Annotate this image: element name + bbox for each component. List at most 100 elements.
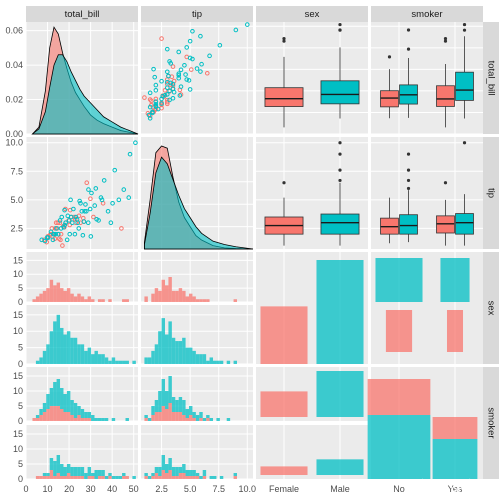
scatter-point-male (48, 229, 54, 235)
scatter-point-male (86, 187, 91, 192)
hist-bar-male (192, 350, 196, 364)
scatter-point-male (89, 190, 94, 196)
scatter-point-female (91, 214, 96, 220)
scatter-point-male (164, 80, 170, 85)
scatter-point-male (79, 208, 85, 214)
scatter-point-female (57, 220, 63, 226)
hist-bar-female (70, 415, 74, 421)
bar-yes-male (440, 258, 470, 302)
hist-bar-female (154, 288, 159, 302)
panel-scatter-total-bill-vs-tip (141, 22, 253, 135)
scatter-point-male (171, 89, 177, 95)
scatter-point-male (167, 97, 172, 103)
hist-bar-male (147, 476, 152, 479)
scatter-point-female (67, 222, 73, 228)
hist-bar-male (144, 473, 148, 476)
box-tb-smoker-outlier (443, 36, 448, 41)
hist-bar-female (46, 409, 50, 421)
hist-bar-male (111, 418, 116, 421)
hist-bar-male (189, 347, 193, 364)
panel-bar-sex-smoker (375, 252, 470, 364)
hist-bar-male (60, 388, 64, 409)
hist-bar-female (144, 476, 148, 479)
scatter-point-male (162, 92, 168, 98)
y-tick-count-sex-top-0: 15 (13, 255, 23, 265)
hist-bar-male (35, 415, 40, 418)
hist-bar-male (46, 473, 50, 476)
scatter-point-male (147, 90, 153, 96)
bar-no-female-share (367, 379, 431, 415)
scatter-point-male (187, 38, 193, 44)
hist-bar-female (53, 406, 57, 421)
strip-bg-tip (141, 6, 253, 22)
hist-bar-male (84, 412, 88, 418)
hist-bar-male (53, 461, 57, 476)
box-tip-sex-outlier (338, 168, 342, 172)
hist-bar-male (165, 334, 169, 364)
box-tb-smoker-outlier (443, 39, 448, 43)
scatter-point-male (65, 213, 71, 219)
hist-bar-female (101, 299, 105, 302)
scatter-point-male (133, 140, 138, 146)
hist-bar-male (42, 473, 47, 476)
hist-bar-male (122, 360, 126, 364)
hist-bar-female (189, 293, 193, 302)
panel-box-tip-sex (256, 137, 368, 249)
panel-bar-smoker-smoker (367, 367, 478, 479)
hist-bar-male (111, 476, 116, 479)
bar-yes-female (446, 310, 464, 352)
scatter-point-male (116, 197, 122, 203)
scatter-point-female (119, 226, 124, 231)
hist-bar-female (182, 290, 186, 302)
hist-bar-female (32, 418, 36, 421)
hist-bar-female (185, 418, 189, 421)
box-tb-smoker-outlier (406, 28, 411, 32)
hist-bar-male (122, 473, 126, 476)
hist-bar-female (125, 476, 129, 479)
hist-bar-female (70, 476, 74, 479)
scatter-point-male (94, 216, 99, 222)
hist-bar-female (202, 476, 207, 479)
hist-bar-male (226, 360, 231, 364)
hist-bar-female (165, 409, 169, 421)
y-tick-tip-1: 7.5 (10, 166, 23, 176)
scatter-point-male (44, 235, 50, 240)
hist-bar-female (233, 476, 237, 479)
hist-bar-male (63, 467, 67, 476)
hist-bar-female (35, 418, 40, 421)
hist-bar-female (49, 406, 54, 421)
box-tip-smoker-box-yes-male (455, 213, 474, 235)
panel-scatter-tip-vs-total-bill (25, 137, 138, 249)
hist-bar-male (63, 394, 67, 412)
box-tb-sex-box-female (264, 87, 304, 107)
bar-yes-male (316, 459, 364, 475)
scatter-point-male (70, 220, 75, 226)
panels (25, 22, 483, 480)
hist-bar-female (77, 476, 81, 479)
hist-bar-male (91, 473, 95, 476)
scatter-point-male (182, 62, 187, 68)
y-tick-count-smoker-bot-2: 5 (18, 459, 23, 469)
y-tick-density-3: 0.00 (5, 129, 23, 139)
box-tip-sex-outlier (338, 152, 342, 156)
hist-bar-male (77, 406, 81, 415)
hist-bar-female (158, 290, 162, 302)
hist-bar-female (60, 288, 64, 302)
hist-bar-male (165, 391, 169, 409)
scatter-point-male (199, 61, 204, 67)
hist-bar-female (158, 412, 162, 421)
hist-bar-male (195, 473, 200, 476)
y-tick-tip-2: 5.0 (10, 195, 23, 205)
scatter-point-male (101, 178, 107, 183)
scatter-point-male (183, 72, 188, 77)
strip-label-smoker: smoker (411, 9, 442, 20)
hist-bar-male (77, 467, 81, 476)
hist-bar-male (108, 360, 112, 364)
hist-bar-female (35, 476, 40, 479)
hist-bar-female (53, 285, 57, 302)
x-tick-total-bill-5: 50 (129, 484, 139, 494)
scatter-point-female (84, 180, 90, 186)
hist-bar-female (175, 476, 179, 479)
box-tb-smoker-box-yes-female (436, 85, 455, 107)
scatter-point-male (51, 231, 56, 237)
